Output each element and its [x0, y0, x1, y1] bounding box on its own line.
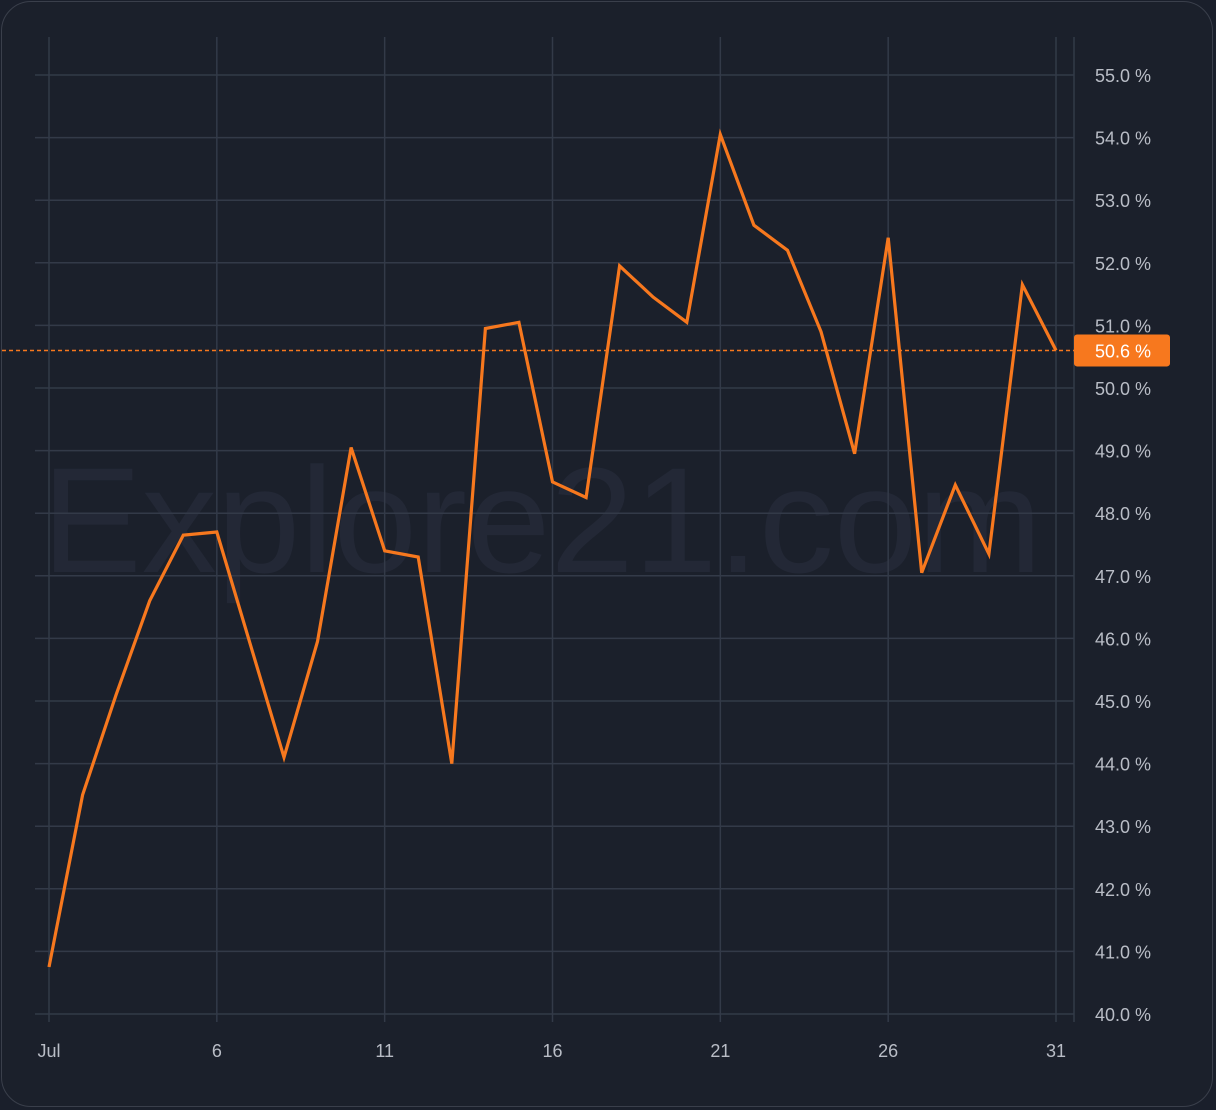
x-tick-label: Jul [37, 1041, 60, 1061]
y-tick-label: 52.0 % [1095, 254, 1151, 274]
x-tick-label: 31 [1046, 1041, 1066, 1061]
y-tick-label: 54.0 % [1095, 129, 1151, 149]
x-tick-label: 11 [375, 1041, 394, 1061]
y-tick-label: 47.0 % [1095, 567, 1151, 587]
watermark: Explore21.com [42, 436, 1043, 604]
last-value-label: 50.6 % [1095, 341, 1151, 361]
y-tick-label: 43.0 % [1095, 817, 1151, 837]
last-value-badge [1074, 334, 1170, 367]
x-tick-label: 16 [542, 1041, 562, 1061]
y-tick-label: 45.0 % [1095, 692, 1151, 712]
series-line [47, 128, 1058, 968]
x-tick-label: 21 [710, 1041, 730, 1061]
y-tick-label: 50.0 % [1095, 379, 1151, 399]
y-tick-label: 55.0 % [1095, 66, 1151, 86]
y-tick-label: 53.0 % [1095, 191, 1151, 211]
y-tick-label: 41.0 % [1095, 942, 1151, 962]
y-tick-label: 40.0 % [1095, 1005, 1151, 1025]
x-tick-label: 6 [212, 1041, 222, 1061]
y-tick-label: 42.0 % [1095, 880, 1151, 900]
y-tick-label: 44.0 % [1095, 755, 1151, 775]
y-tick-label: 48.0 % [1095, 504, 1151, 524]
y-tick-label: 51.0 % [1095, 316, 1151, 336]
y-tick-label: 49.0 % [1095, 442, 1151, 462]
x-tick-label: 26 [878, 1041, 898, 1061]
y-tick-label: 46.0 % [1095, 629, 1151, 649]
